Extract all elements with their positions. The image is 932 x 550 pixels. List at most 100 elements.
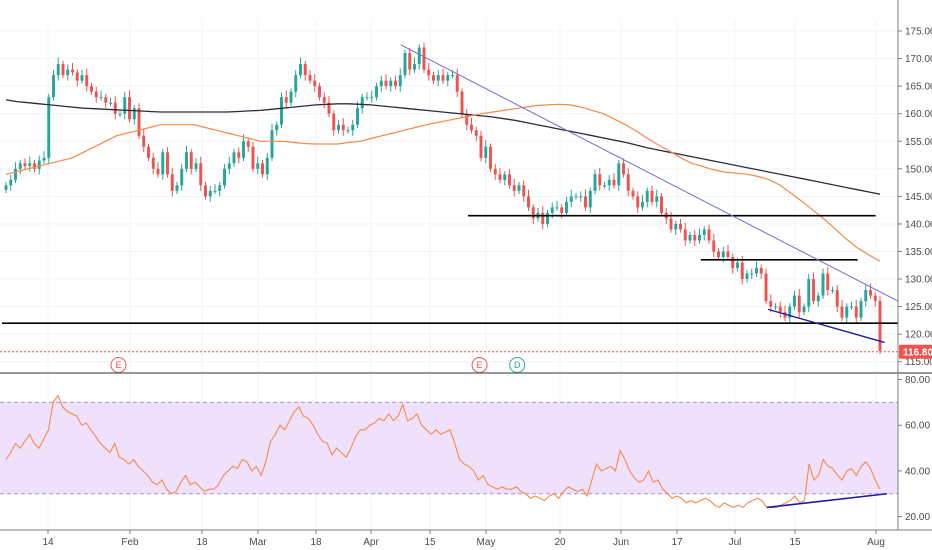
candle[interactable]	[318, 86, 321, 98]
candle[interactable]	[512, 185, 516, 191]
candle[interactable]	[460, 91, 464, 114]
candle[interactable]	[303, 64, 307, 76]
candle[interactable]	[408, 53, 412, 70]
candle[interactable]	[793, 295, 796, 307]
candle[interactable]	[541, 212, 545, 224]
candle[interactable]	[465, 113, 469, 125]
candle[interactable]	[33, 163, 36, 169]
candle[interactable]	[66, 69, 70, 76]
candle[interactable]	[161, 152, 165, 175]
candle[interactable]	[441, 75, 445, 81]
candle[interactable]	[308, 75, 312, 81]
candle[interactable]	[688, 234, 692, 241]
candle[interactable]	[360, 97, 364, 109]
candle[interactable]	[698, 234, 701, 241]
candle[interactable]	[726, 251, 730, 258]
candle[interactable]	[61, 64, 65, 76]
candle[interactable]	[175, 185, 179, 191]
candle[interactable]	[403, 53, 407, 76]
candle[interactable]	[9, 179, 13, 186]
candle[interactable]	[379, 80, 383, 87]
candle[interactable]	[417, 47, 421, 65]
candle[interactable]	[147, 146, 150, 158]
candle[interactable]	[826, 273, 830, 291]
candle[interactable]	[85, 75, 89, 87]
candle[interactable]	[384, 80, 388, 87]
candle[interactable]	[14, 168, 17, 180]
candle[interactable]	[569, 196, 573, 202]
candle[interactable]	[660, 196, 663, 213]
candle[interactable]	[265, 157, 269, 175]
candle[interactable]	[503, 174, 507, 180]
candle[interactable]	[489, 146, 492, 169]
candle[interactable]	[612, 179, 616, 186]
candle[interactable]	[284, 97, 288, 103]
candle[interactable]	[341, 124, 345, 131]
candle[interactable]	[731, 257, 735, 269]
candle[interactable]	[194, 163, 198, 169]
candle[interactable]	[873, 295, 877, 302]
candle[interactable]	[636, 196, 640, 208]
candle[interactable]	[37, 160, 41, 169]
candle[interactable]	[641, 201, 644, 208]
candle[interactable]	[156, 168, 160, 175]
candle[interactable]	[75, 72, 79, 81]
candle[interactable]	[104, 97, 108, 103]
candle[interactable]	[118, 113, 122, 115]
candle[interactable]	[261, 163, 264, 175]
candle[interactable]	[389, 80, 393, 87]
candle[interactable]	[427, 69, 431, 76]
candle[interactable]	[712, 240, 716, 252]
candle[interactable]	[128, 97, 131, 120]
candle[interactable]	[289, 91, 293, 103]
candle[interactable]	[71, 69, 74, 73]
candle[interactable]	[204, 185, 207, 197]
candle[interactable]	[346, 130, 350, 132]
candle[interactable]	[693, 234, 697, 241]
candle[interactable]	[517, 185, 521, 191]
candle[interactable]	[721, 251, 725, 258]
candle[interactable]	[299, 64, 302, 76]
candle[interactable]	[655, 196, 659, 202]
candle[interactable]	[845, 306, 849, 318]
candle[interactable]	[555, 207, 559, 209]
candle[interactable]	[650, 190, 654, 202]
candle[interactable]	[251, 146, 255, 169]
candle[interactable]	[626, 174, 630, 191]
candle[interactable]	[821, 273, 825, 296]
candle[interactable]	[42, 157, 46, 161]
candle[interactable]	[546, 212, 549, 224]
candle[interactable]	[769, 301, 773, 307]
candle[interactable]	[479, 135, 483, 158]
lower-wedge-line[interactable]	[767, 308, 885, 344]
candle[interactable]	[232, 152, 236, 164]
candle[interactable]	[18, 163, 22, 169]
candle[interactable]	[550, 207, 554, 213]
candle[interactable]	[598, 174, 602, 186]
candle[interactable]	[788, 306, 792, 318]
candle[interactable]	[736, 262, 739, 269]
candle[interactable]	[47, 97, 51, 158]
candle[interactable]	[332, 113, 336, 131]
candle[interactable]	[835, 290, 839, 307]
candle[interactable]	[4, 185, 8, 190]
candle[interactable]	[370, 97, 374, 99]
candle[interactable]	[451, 75, 454, 77]
candle[interactable]	[607, 179, 611, 186]
candle[interactable]	[365, 97, 369, 99]
candle[interactable]	[327, 102, 331, 114]
candle[interactable]	[422, 47, 426, 70]
candle[interactable]	[275, 124, 279, 131]
candle[interactable]	[593, 174, 597, 191]
candle[interactable]	[99, 97, 103, 99]
candle[interactable]	[223, 168, 226, 186]
candle[interactable]	[527, 196, 530, 208]
candle[interactable]	[375, 86, 378, 98]
candle[interactable]	[256, 163, 260, 169]
candle[interactable]	[574, 196, 578, 198]
candle[interactable]	[337, 124, 340, 131]
candle[interactable]	[151, 157, 155, 169]
candle[interactable]	[218, 185, 222, 191]
candle[interactable]	[679, 223, 682, 230]
candle[interactable]	[432, 75, 435, 81]
